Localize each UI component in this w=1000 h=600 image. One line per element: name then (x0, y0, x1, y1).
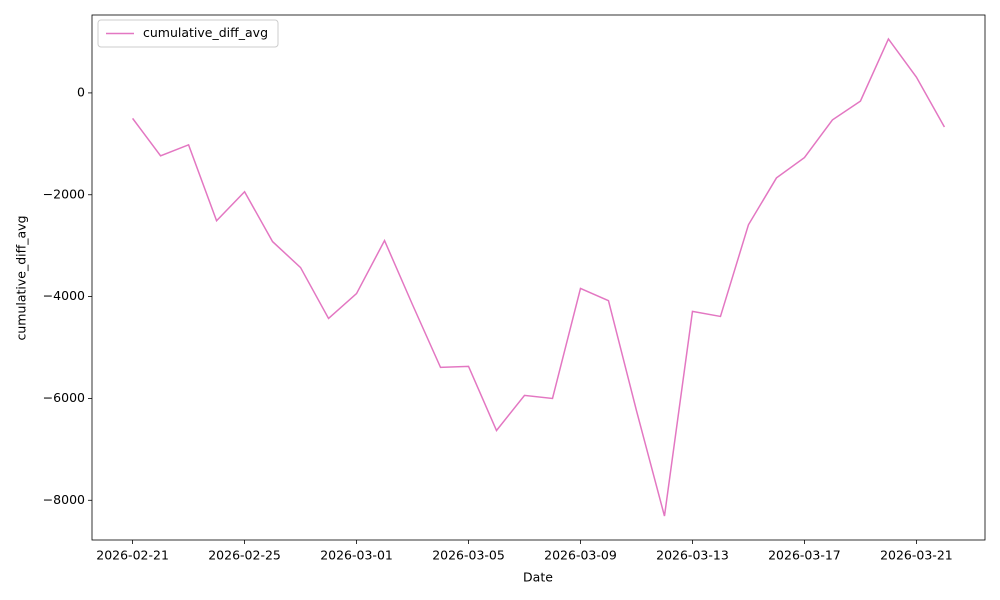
legend-box (97, 19, 279, 48)
plot-frame (91, 14, 986, 541)
x-tick-label: 2026-03-01 (320, 548, 393, 563)
y-tick-label: −4000 (43, 288, 85, 303)
legend-label: cumulative_diff_avg (143, 25, 268, 40)
y-tick-label: 0 (77, 84, 85, 99)
x-tick-label: 2026-03-21 (880, 548, 953, 563)
x-tick-label: 2026-03-13 (656, 548, 729, 563)
x-axis-label: Date (523, 570, 553, 585)
x-tick-label: 2026-02-21 (96, 548, 169, 563)
x-tick-label: 2026-03-05 (432, 548, 505, 563)
y-axis-label: cumulative_diff_avg (14, 216, 29, 341)
x-tick-label: 2026-03-17 (768, 548, 841, 563)
x-tick-label: 2026-03-09 (544, 548, 617, 563)
y-tick-label: −8000 (43, 492, 85, 507)
series-line (131, 37, 946, 517)
y-tick-label: −2000 (43, 186, 85, 201)
y-tick-label: −6000 (43, 390, 85, 405)
x-tick-label: 2026-02-25 (208, 548, 281, 563)
